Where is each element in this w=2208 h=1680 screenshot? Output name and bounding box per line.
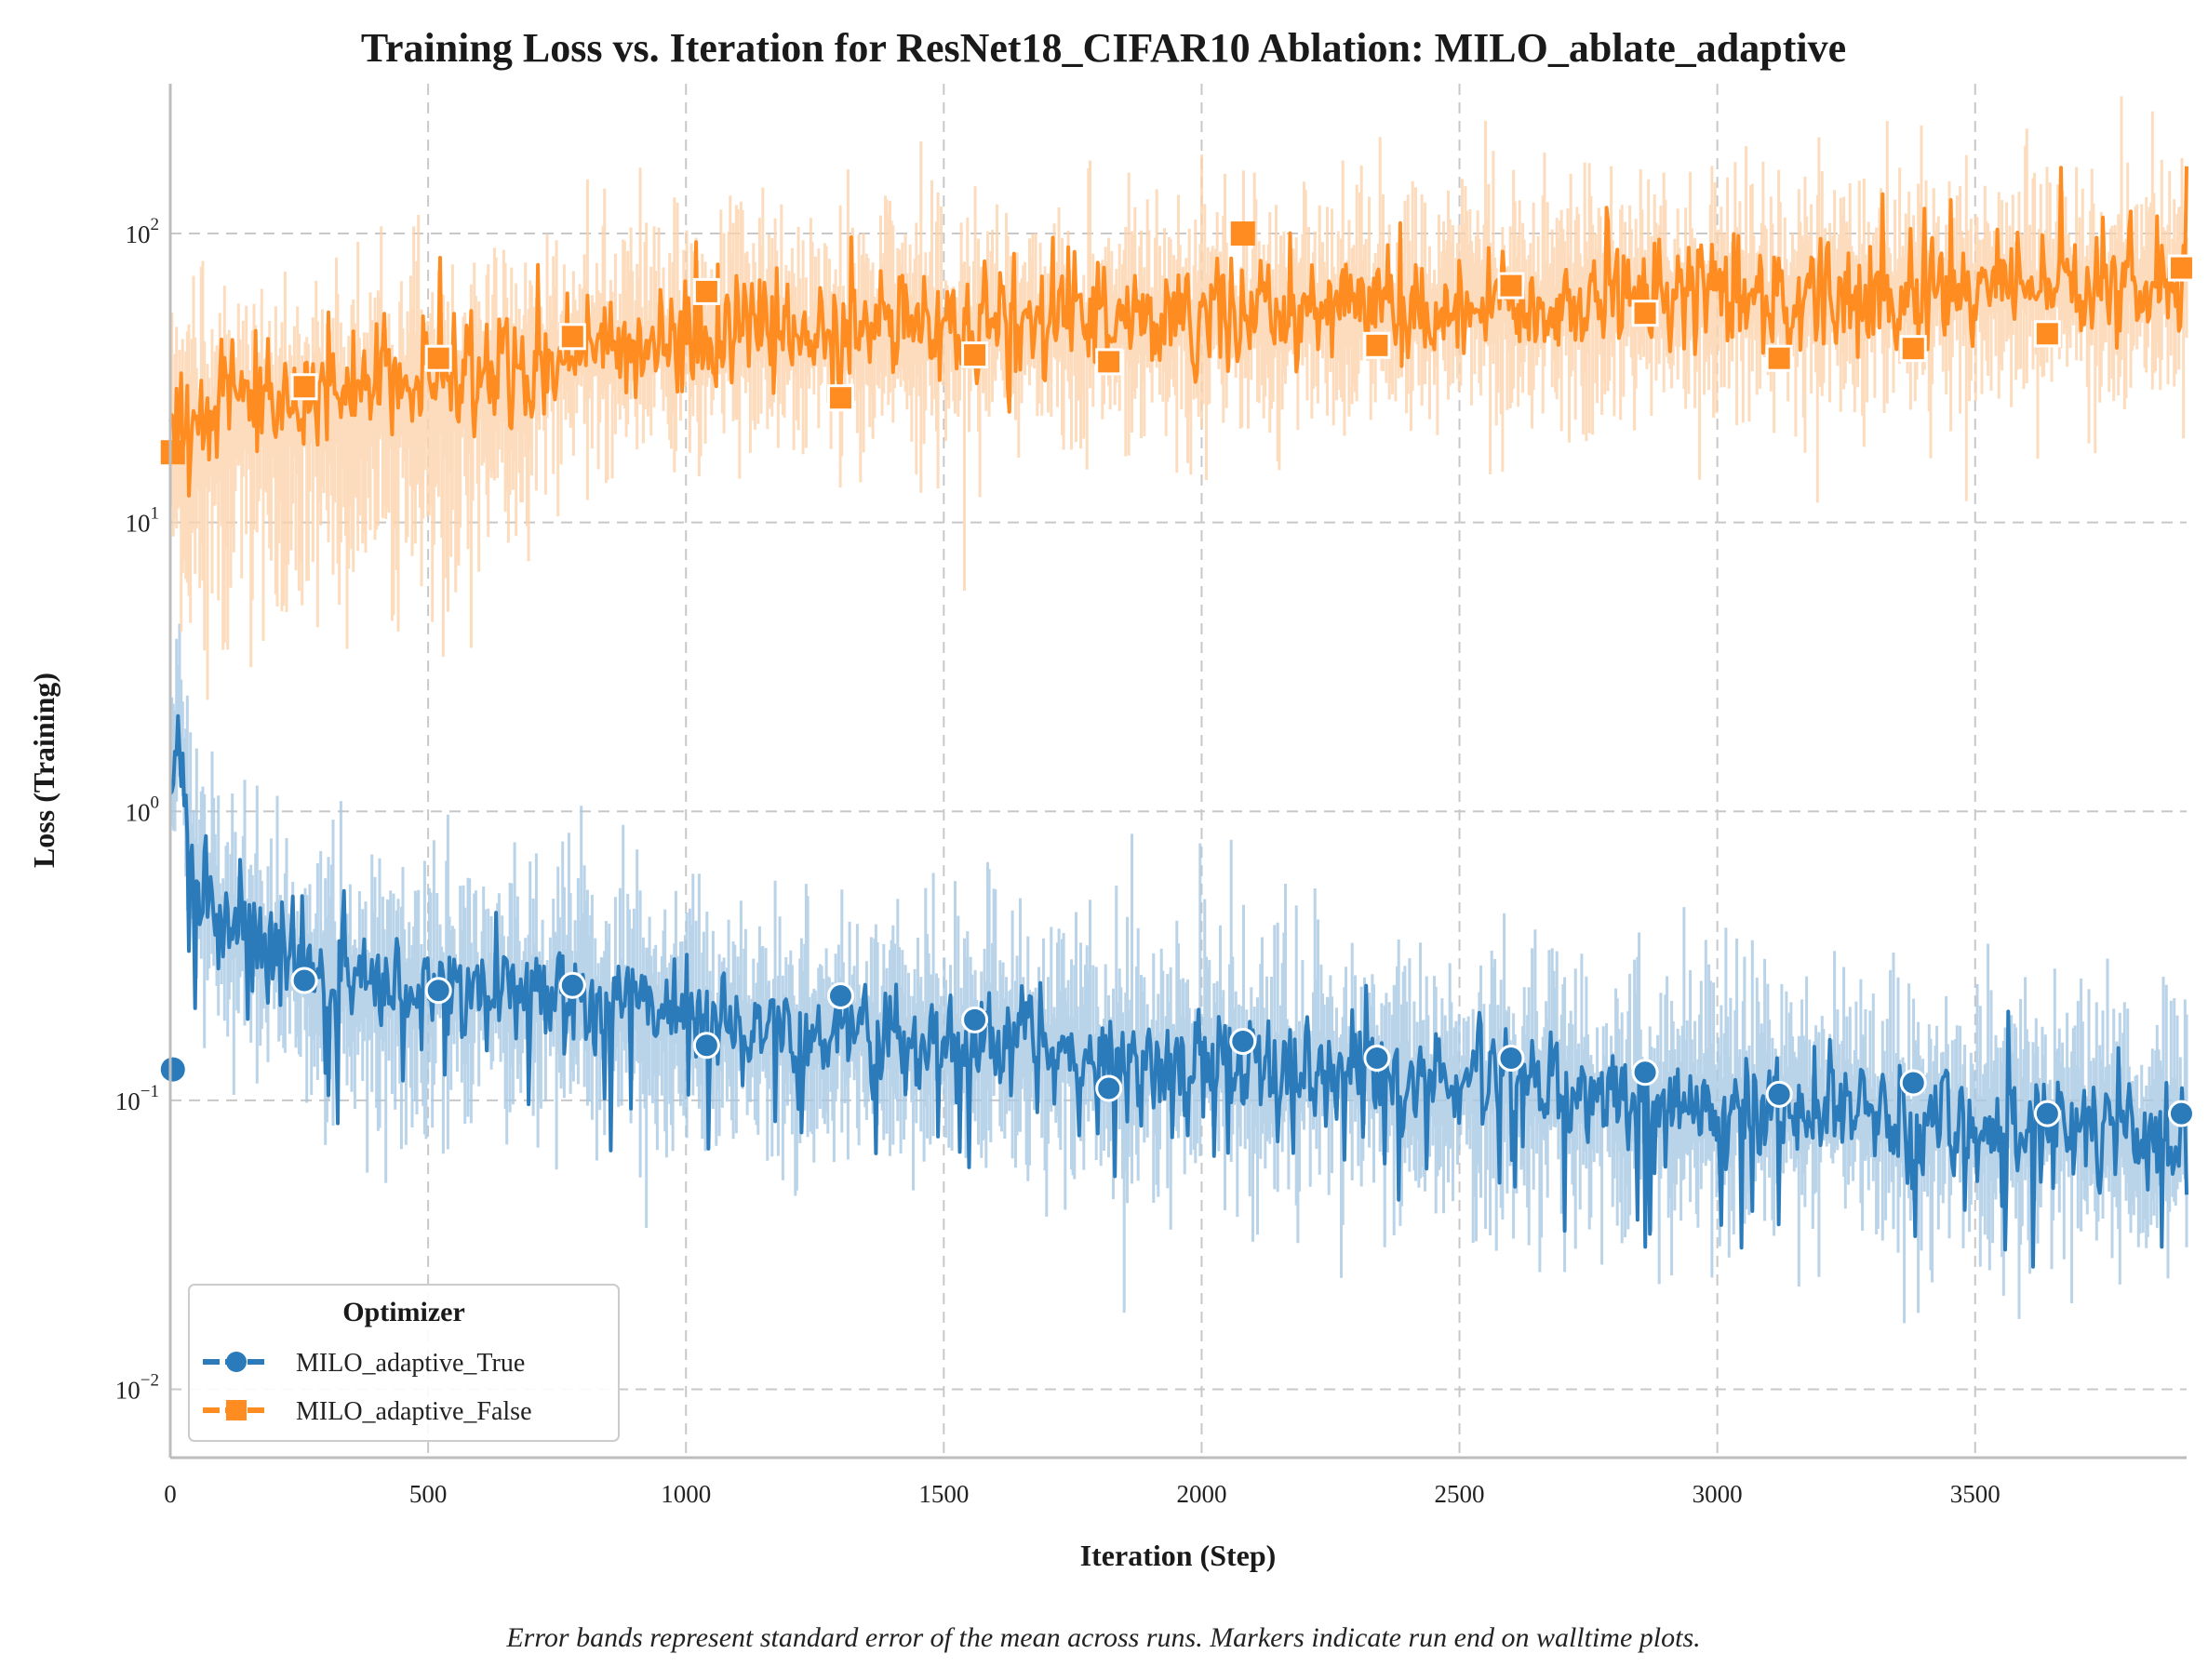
legend: Optimizer MILO_adaptive_True MILO_adapti… [188,1284,620,1442]
false-series-marker [424,344,452,372]
false-series-marker [1230,221,1255,247]
x-tick-label: 3000 [1693,1480,1743,1508]
true-series-marker [424,977,452,1005]
x-tick-label: 3500 [1950,1480,2001,1508]
false-series-marker [2167,254,2195,282]
true-series-marker [2033,1100,2061,1127]
y-tick-label: 102 [126,215,160,248]
legend-box [188,1284,620,1442]
true-series-marker [160,1057,185,1082]
true-series-marker [692,1032,720,1060]
legend-marker-false [226,1400,247,1420]
true-series-marker [290,967,318,994]
y-tick-label: 100 [126,793,160,826]
y-tick-label: 10−2 [115,1371,159,1405]
true-series-marker [1899,1069,1927,1097]
true-series-marker [1631,1059,1659,1087]
y-axis-label: Loss (Training) [27,673,60,868]
true-series-marker [826,982,854,1010]
false-series-marker [1765,344,1793,372]
false-series-marker [1363,331,1391,359]
x-tick-label: 1000 [661,1480,711,1508]
true-series-marker [1095,1074,1123,1102]
true-series-marker [2167,1100,2195,1127]
false-series-marker [1095,348,1123,376]
false-series-marker [1899,335,1927,363]
x-tick-labels: 0 500 1000 1500 2000 2500 3000 3500 [164,1480,2001,1508]
y-tick-label: 101 [126,504,160,538]
false-series-marker [290,373,318,401]
x-tick-label: 0 [164,1480,177,1508]
x-tick-label: 500 [409,1480,448,1508]
legend-label-true: MILO_adaptive_True [296,1349,525,1378]
false-series-marker [1631,300,1659,327]
chart-title: Training Loss vs. Iteration for ResNet18… [361,25,1846,71]
legend-label-false: MILO_adaptive_False [296,1397,532,1426]
y-tick-labels: 10−2 10−1 100 101 102 [115,215,159,1404]
series-layer [168,96,2188,1324]
true-series-marker [558,971,586,999]
true-series-marker [1765,1080,1793,1108]
x-tick-label: 2500 [1435,1480,1485,1508]
true-series-marker [961,1006,989,1033]
false-series-marker [826,384,854,412]
true-series-line [168,713,2188,1269]
x-tick-label: 1500 [918,1480,969,1508]
true-series-marker [1229,1027,1257,1055]
y-tick-label: 10−1 [115,1082,159,1115]
true-series-marker [1497,1045,1525,1073]
false-series-marker [2033,320,2061,348]
legend-title: Optimizer [342,1297,465,1327]
false-series-line [168,166,2188,498]
false-series-marker [961,341,989,369]
marker-layer [160,221,2195,1127]
false-series-marker [160,440,185,465]
false-series-marker [692,277,720,305]
x-tick-label: 2000 [1176,1480,1226,1508]
false-series-marker [558,323,586,351]
chart-caption: Error bands represent standard error of … [505,1622,1700,1653]
legend-marker-true [226,1352,247,1372]
x-axis-label: Iteration (Step) [1080,1539,1277,1572]
false-series-marker [1497,272,1525,300]
true-series-marker [1363,1045,1391,1073]
